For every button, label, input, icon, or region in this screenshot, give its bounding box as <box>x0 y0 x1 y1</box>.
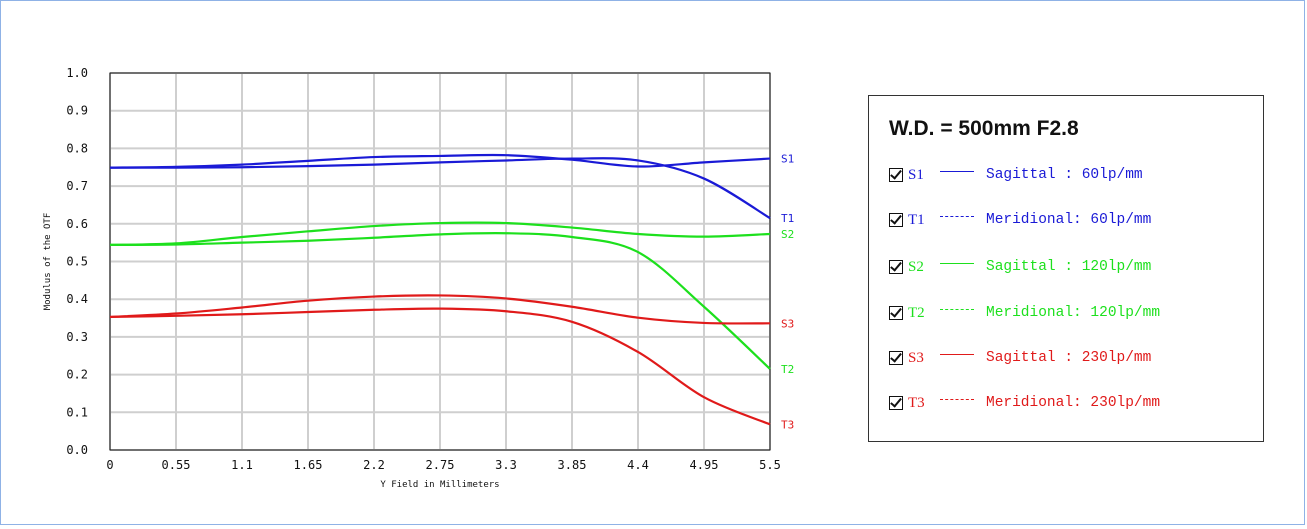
x-tick-label: 0 <box>106 458 113 472</box>
x-tick-label: 1.65 <box>294 458 323 472</box>
series-lines <box>109 153 771 426</box>
y-tick-label: 1.0 <box>66 66 88 80</box>
x-tick-label: 2.2 <box>363 458 385 472</box>
series-label-s3: S3 <box>781 317 794 330</box>
checkbox-checked-icon[interactable] <box>889 260 903 274</box>
legend-item-t1[interactable]: T1 Meridional: 60lp/mm <box>889 209 1151 231</box>
series-line-t2 <box>109 232 771 370</box>
legend-title: W.D. = 500mm F2.8 <box>889 117 1079 140</box>
x-tick-label: 3.85 <box>558 458 587 472</box>
series-label-t3: T3 <box>781 418 794 431</box>
y-tick-label: 0.7 <box>66 179 88 193</box>
legend-item-s3[interactable]: S3 Sagittal : 230lp/mm <box>889 347 1151 369</box>
y-tick-label: 0.6 <box>66 217 88 231</box>
checkbox-checked-icon[interactable] <box>889 351 903 365</box>
checkbox-checked-icon[interactable] <box>889 396 903 410</box>
x-tick-label: 4.4 <box>627 458 649 472</box>
series-line-s2 <box>109 221 771 247</box>
y-tick-label: 0.9 <box>66 104 88 118</box>
y-tick-label: 0.8 <box>66 141 88 155</box>
legend-item-name: T1 <box>908 211 925 228</box>
y-tick-label: 0.4 <box>66 292 88 306</box>
legend-item-desc: Meridional: 120lp/mm <box>986 305 1161 321</box>
x-tick-label: 3.3 <box>495 458 517 472</box>
x-tick-label: 2.75 <box>426 458 455 472</box>
x-tick-label: 0.55 <box>162 458 191 472</box>
series-label-s1: S1 <box>781 153 794 166</box>
legend-item-t3[interactable]: T3 Meridional: 230lp/mm <box>889 392 1160 414</box>
legend: W.D. = 500mm F2.8 S1 Sagittal : 60lp/mm … <box>868 95 1264 442</box>
series-line-s3 <box>109 294 771 325</box>
checkbox-checked-icon[interactable] <box>889 213 903 227</box>
legend-item-s1[interactable]: S1 Sagittal : 60lp/mm <box>889 164 1143 186</box>
legend-item-desc: Meridional: 230lp/mm <box>986 395 1161 411</box>
legend-item-s2[interactable]: S2 Sagittal : 120lp/mm <box>889 256 1151 278</box>
axes: 0 0.55 1.1 1.65 2.2 2.75 3.3 3.85 4.4 4.95 5.5 0.0 0… <box>66 66 781 472</box>
series-line-t1 <box>109 157 771 220</box>
legend-item-desc: Sagittal : 120lp/mm <box>986 259 1152 275</box>
x-tick-label: 5.5 <box>759 458 781 472</box>
legend-item-desc: Meridional: 60lp/mm <box>986 212 1152 228</box>
series-label-t1: T1 <box>781 212 794 225</box>
series-line-t3 <box>109 307 771 426</box>
plot-border <box>109 72 771 451</box>
legend-item-name: S2 <box>908 258 924 275</box>
legend-item-name: T3 <box>908 394 925 411</box>
dashed-line-icon <box>940 214 974 226</box>
checkbox-checked-icon[interactable] <box>889 306 903 320</box>
x-tick-label: 4.95 <box>690 458 719 472</box>
checkbox-checked-icon[interactable] <box>889 168 903 182</box>
series-labels: S1 T1 S2 T2 S3 T3 <box>781 153 794 432</box>
y-tick-label: 0.1 <box>66 405 88 419</box>
legend-item-name: S3 <box>908 349 924 366</box>
y-tick-label: 0.2 <box>66 368 88 382</box>
solid-line-icon <box>940 352 974 364</box>
x-axis-title: Y Field in Millimeters <box>380 480 499 490</box>
legend-item-name: T2 <box>908 304 925 321</box>
series-label-s2: S2 <box>781 228 794 241</box>
y-tick-label: 0.5 <box>66 255 88 269</box>
legend-item-t2[interactable]: T2 Meridional: 120lp/mm <box>889 302 1160 324</box>
y-axis-title: Modulus of the OTF <box>43 213 53 311</box>
solid-line-icon <box>940 169 974 181</box>
legend-item-name: S1 <box>908 166 924 183</box>
y-tick-label: 0.0 <box>66 443 88 457</box>
dashed-line-icon <box>940 307 974 319</box>
dashed-line-icon <box>940 397 974 409</box>
legend-item-desc: Sagittal : 60lp/mm <box>986 167 1143 183</box>
y-tick-label: 0.3 <box>66 330 88 344</box>
series-line-s1 <box>109 153 771 169</box>
x-tick-label: 1.1 <box>231 458 253 472</box>
legend-item-desc: Sagittal : 230lp/mm <box>986 350 1152 366</box>
solid-line-icon <box>940 261 974 273</box>
series-label-t2: T2 <box>781 363 794 376</box>
grid <box>109 72 771 451</box>
